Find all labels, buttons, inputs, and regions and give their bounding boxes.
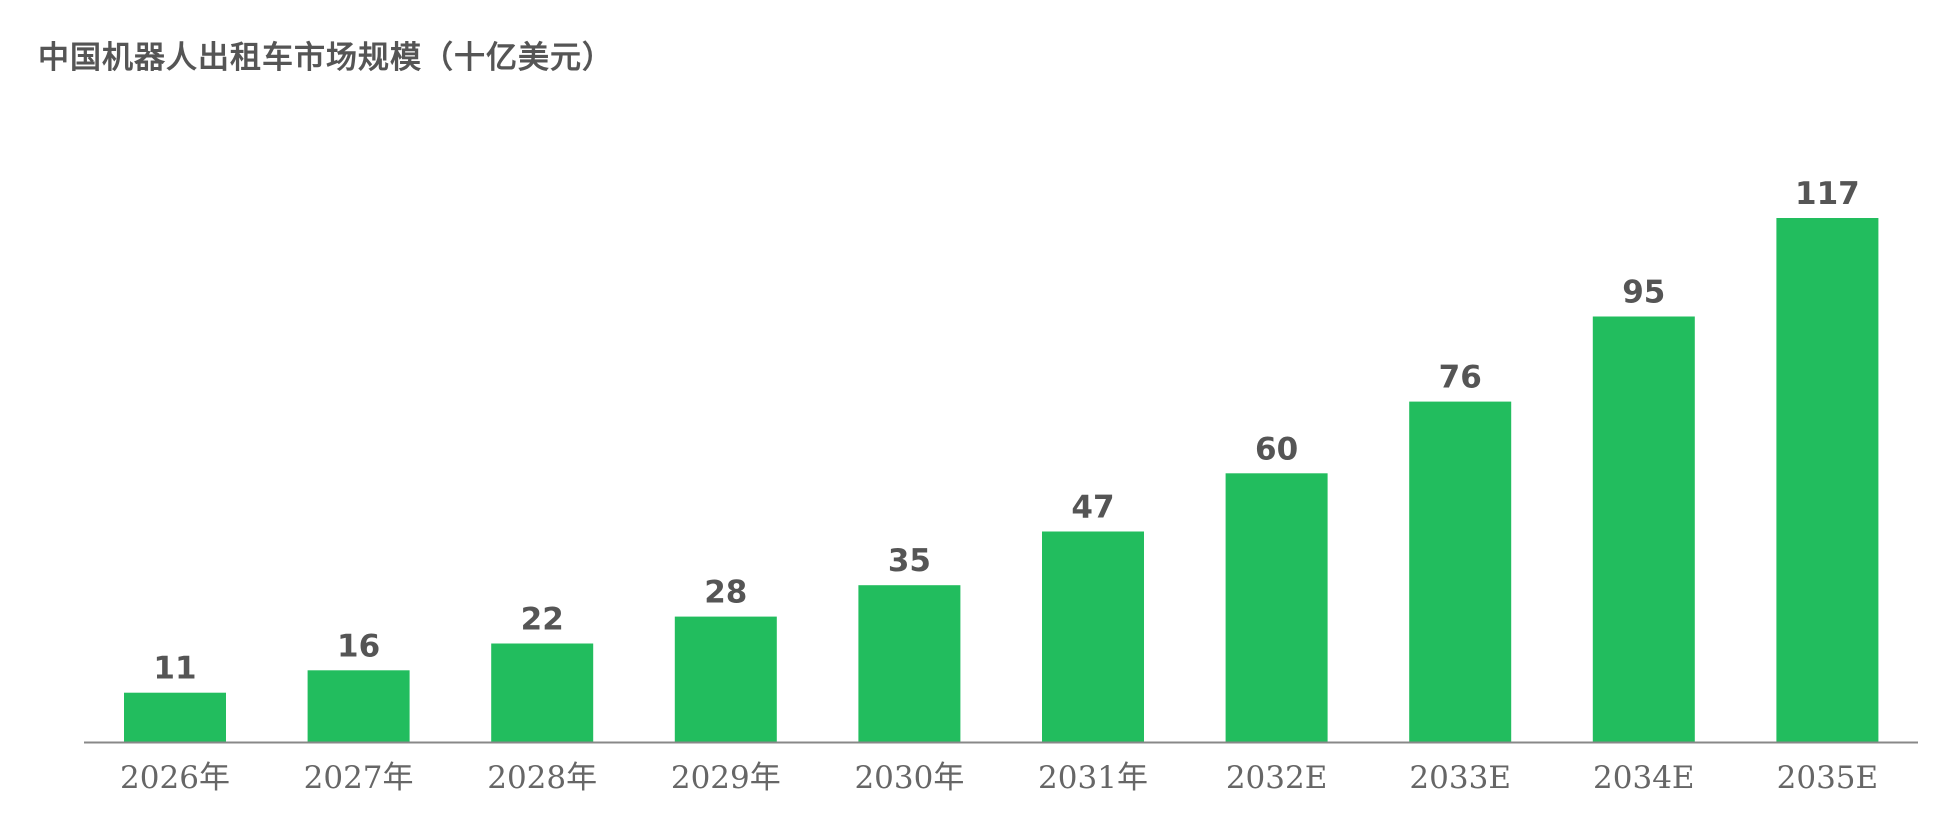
value-labels-group: 11 16 22 28 35 47 60 76 95 117	[153, 176, 1859, 687]
bar-2029年	[674, 616, 777, 742]
x-tick-labels-group: 2026年 2027年 2028年 2029年 2030年 2031年 2032E 2033E…	[120, 760, 1878, 796]
x-tick-label-2026年: 2026年	[120, 760, 230, 796]
value-label-2033E: 76	[1439, 360, 1482, 396]
x-tick-label-2033E: 2033E	[1409, 760, 1511, 796]
bar-2033E	[1409, 401, 1512, 742]
x-tick-label-2034E: 2034E	[1593, 760, 1695, 796]
chart-title: 中国机器人出租车市场规模（十亿美元）	[38, 40, 614, 76]
bar-2030年	[858, 585, 961, 742]
x-tick-label-2029年: 2029年	[671, 760, 781, 796]
x-tick-label-2027年: 2027年	[304, 760, 414, 796]
value-label-2026年: 11	[153, 651, 196, 687]
x-tick-label-2031年: 2031年	[1038, 760, 1148, 796]
x-tick-label-2028年: 2028年	[487, 760, 597, 796]
bar-2028年	[491, 643, 594, 742]
x-tick-label-2030年: 2030年	[854, 760, 964, 796]
x-tick-label-2032E: 2032E	[1226, 760, 1328, 796]
value-label-2035E: 117	[1795, 176, 1860, 212]
bar-2032E	[1225, 473, 1328, 742]
value-label-2028年: 22	[521, 602, 564, 638]
value-label-2029年: 28	[704, 575, 747, 611]
value-label-2031年: 47	[1071, 490, 1114, 526]
bar-2027年	[307, 670, 410, 742]
value-label-2032E: 60	[1255, 431, 1298, 467]
value-label-2030年: 35	[888, 543, 931, 579]
bar-2026年	[124, 692, 226, 742]
value-label-2027年: 16	[337, 628, 380, 664]
value-label-2034E: 95	[1622, 275, 1665, 311]
bar-2034E	[1592, 316, 1695, 742]
bars-group	[124, 218, 1879, 742]
bar-2035E	[1776, 218, 1879, 742]
bar-2031年	[1042, 531, 1144, 742]
x-tick-label-2035E: 2035E	[1777, 760, 1879, 796]
